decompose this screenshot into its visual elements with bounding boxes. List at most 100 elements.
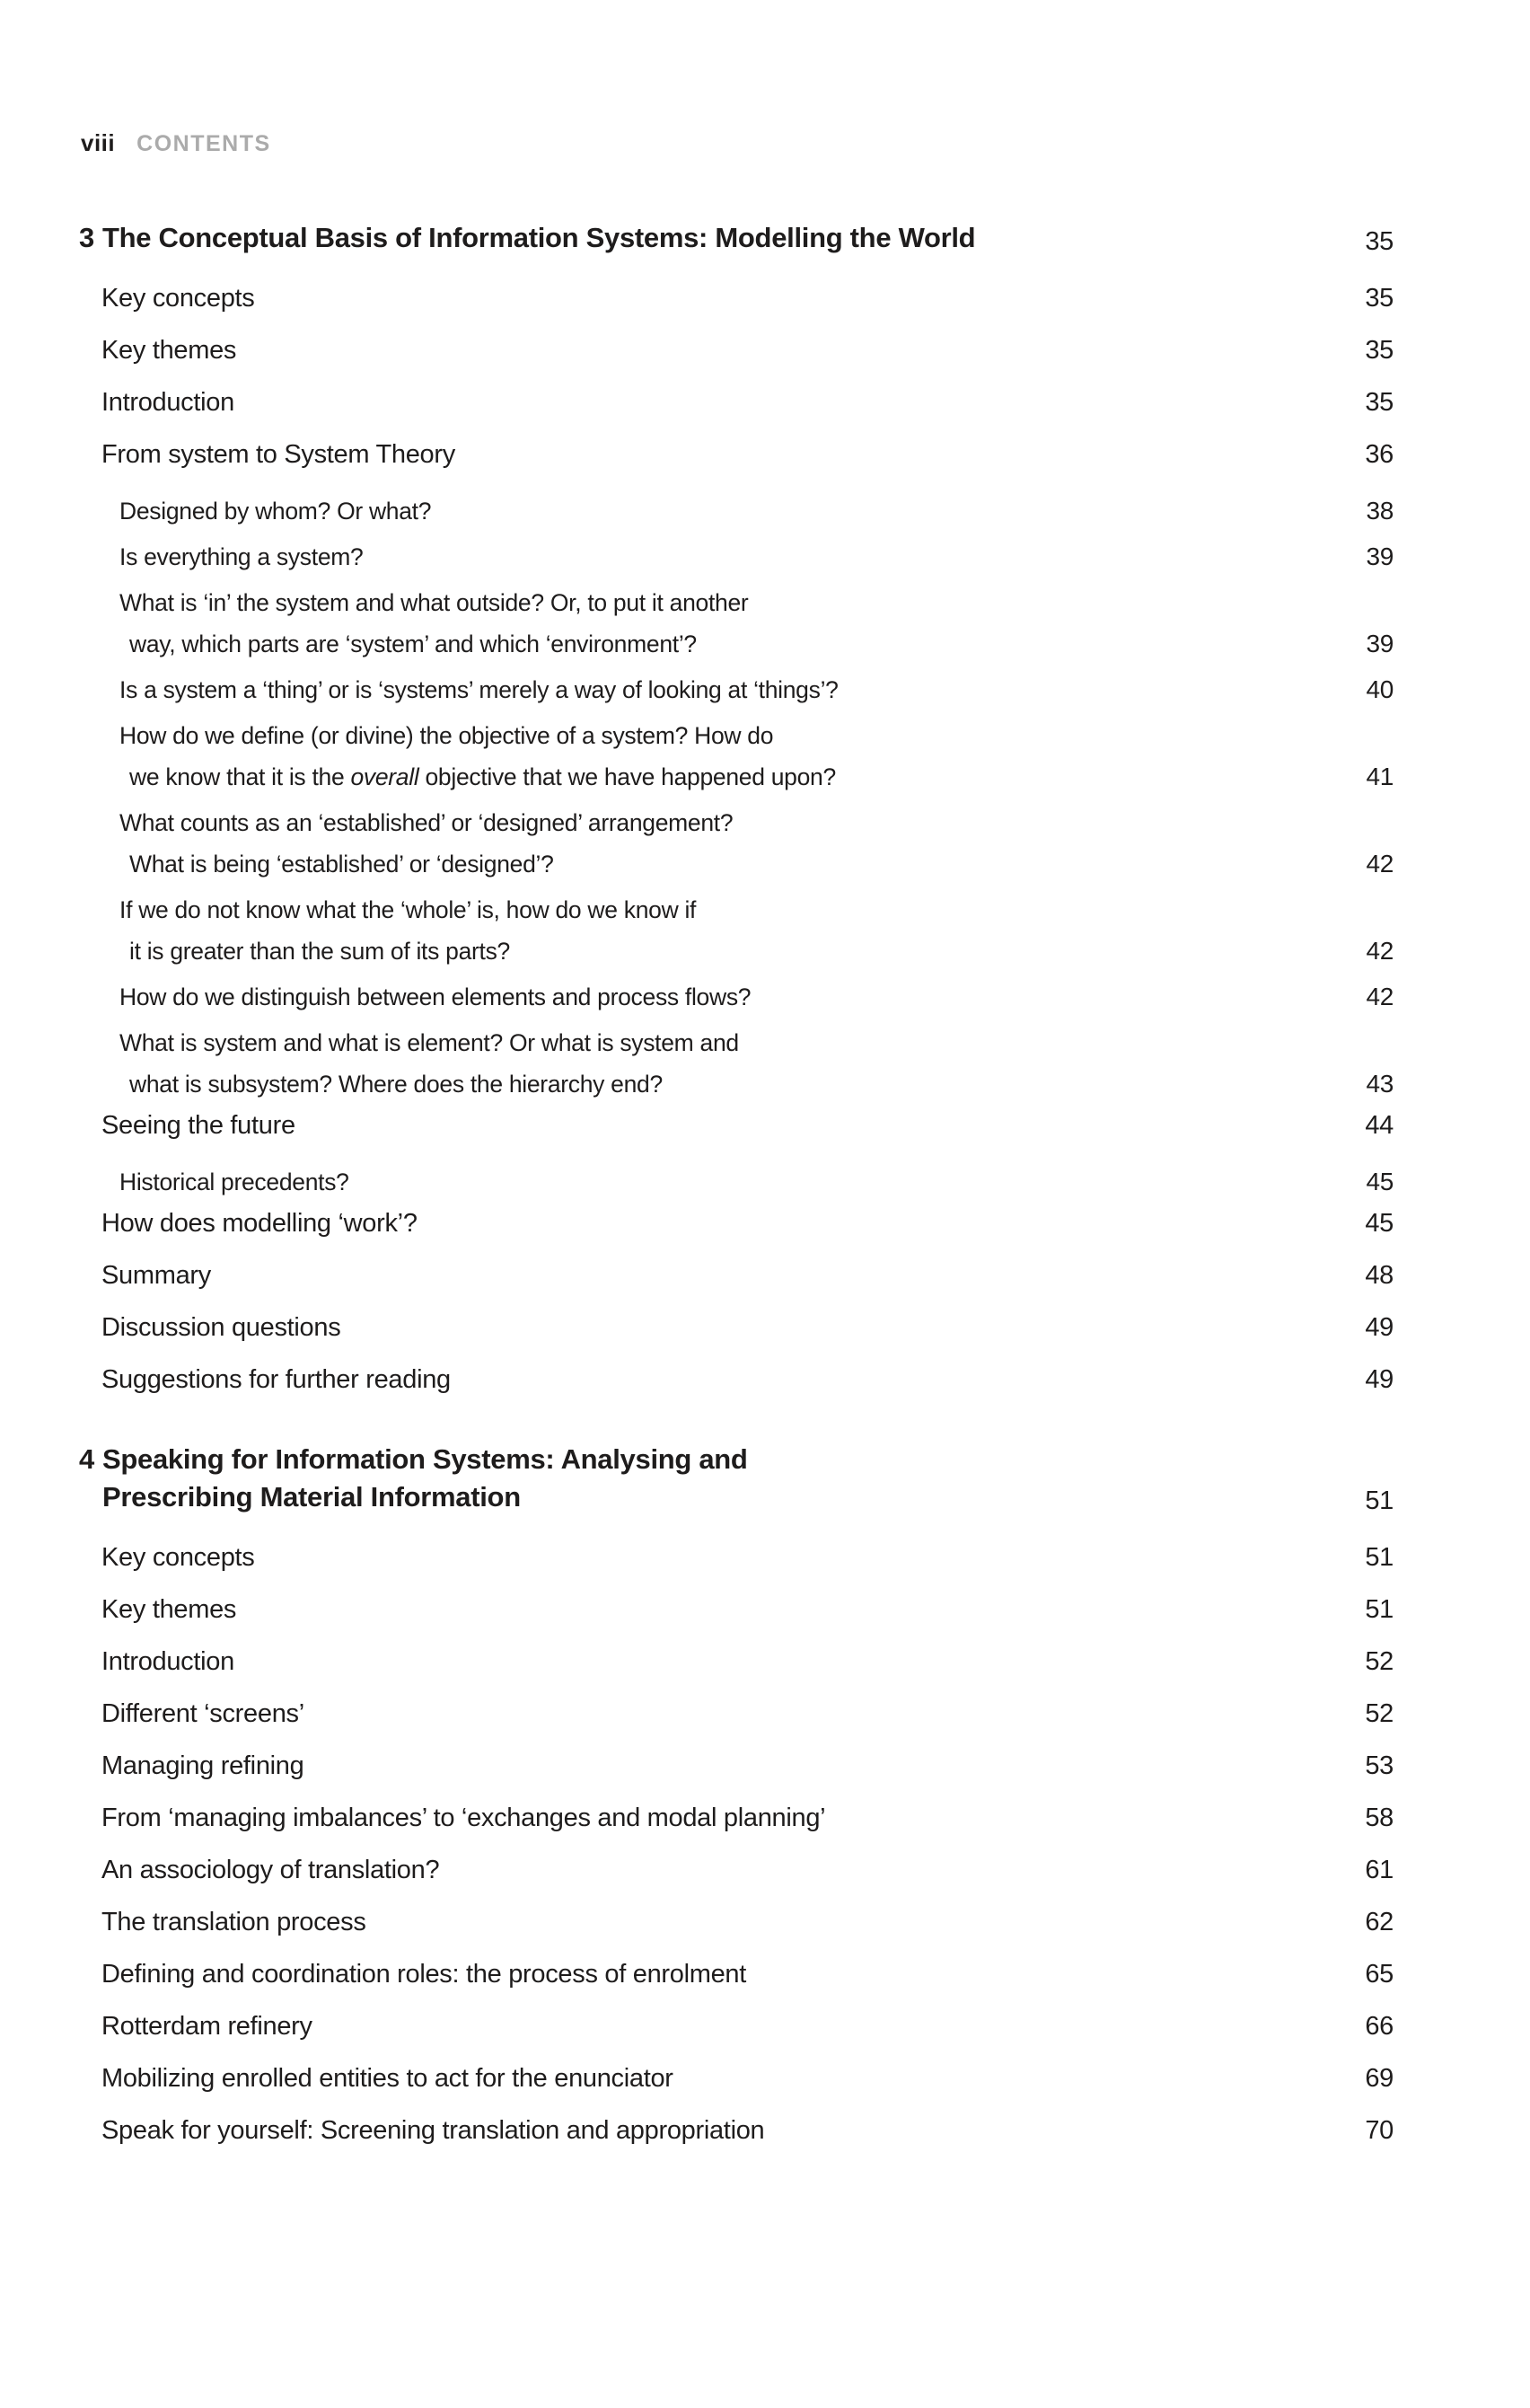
toc-entry-line: How do we define (or divine) the objecti…: [119, 722, 774, 749]
chapter-number: 4: [79, 1443, 94, 1475]
toc-entry-line: Different ‘screens’: [101, 1699, 304, 1728]
toc-entry-text: How does modelling ‘work’?: [101, 1207, 1365, 1239]
toc-entry: An associology of translation? 61: [79, 1854, 1394, 1886]
toc-entry-line: Summary: [101, 1261, 211, 1290]
toc-entry-text: Mobilizing enrolled entities to act for …: [101, 2062, 1365, 2095]
toc-entry: Designed by whom? Or what? 38: [79, 490, 1394, 532]
toc-entry-text: Key concepts: [101, 282, 1365, 314]
toc-entry-line: What is being ‘established’ or ‘designed…: [129, 851, 554, 878]
toc-entry-line: Mobilizing enrolled entities to act for …: [101, 2064, 673, 2093]
toc-entry-line: What is ‘in’ the system and what outside…: [119, 589, 749, 616]
toc-entry-line: Designed by whom? Or what?: [119, 498, 432, 525]
toc-entry: Speak for yourself: Screening translatio…: [79, 2114, 1394, 2147]
toc-entry-line: An associology of translation?: [101, 1856, 440, 1884]
toc-entry-text: An associology of translation?: [101, 1854, 1365, 1886]
toc-entry: Managing refining 53: [79, 1750, 1394, 1782]
folio-page-number: viii: [81, 129, 116, 156]
toc-entry-page-number: 62: [1365, 1908, 1394, 1936]
toc-entry-line: Key themes: [101, 1595, 237, 1624]
toc-entry-line: Seeing the future: [101, 1111, 295, 1140]
chapter-heading: 3 The Conceptual Basis of Information Sys…: [79, 219, 1394, 257]
chapter-page-number: 51: [1365, 1486, 1394, 1515]
toc-entry: Rotterdam refinery 66: [79, 2010, 1394, 2042]
toc-entry-line: way, which parts are ‘system’ and which …: [129, 631, 697, 657]
toc-entry-page-number: 35: [1365, 284, 1394, 313]
toc-entry-page-number: 44: [1365, 1111, 1394, 1140]
toc-entry-line: we know that it is the overall objective…: [129, 756, 1366, 798]
toc-entry: Introduction 35: [79, 386, 1394, 419]
toc-entry-page-number: 39: [1366, 630, 1394, 657]
toc-entry-page-number: 40: [1366, 675, 1394, 703]
toc-list: 3 The Conceptual Basis of Information Sys…: [79, 219, 1394, 2166]
toc-entry-page-number: 42: [1366, 937, 1394, 965]
toc-entry: How do we distinguish between elements a…: [79, 976, 1394, 1018]
toc-entry-line: Defining and coordination roles: the pro…: [101, 1960, 746, 1989]
toc-entry-page-number: 38: [1366, 497, 1394, 525]
toc-entry-page-number: 58: [1365, 1804, 1394, 1832]
toc-entry-text: Key themes: [101, 1593, 1365, 1626]
toc-entry: Discussion questions 49: [79, 1311, 1394, 1344]
toc-entry-text: How do we distinguish between elements a…: [119, 976, 1366, 1018]
toc-entry-text: Different ‘screens’: [101, 1698, 1365, 1730]
toc-entry-line: Key concepts: [101, 1543, 255, 1572]
toc-entry: Key themes 51: [79, 1593, 1394, 1626]
toc-entry: Historical precedents? 45: [79, 1161, 1394, 1203]
chapter-title-line: The Conceptual Basis of Information Syst…: [102, 222, 976, 253]
toc-entry-page-number: 69: [1365, 2064, 1394, 2093]
toc-entry-line: Managing refining: [101, 1751, 304, 1780]
toc-entry-line: Discussion questions: [101, 1313, 341, 1342]
toc-entry-text: From ‘managing imbalances’ to ‘exchanges…: [101, 1802, 1365, 1834]
toc-entry: How do we define (or divine) the objecti…: [79, 715, 1394, 798]
toc-entry-page-number: 45: [1366, 1168, 1394, 1195]
toc-entry-text: Key concepts: [101, 1541, 1365, 1574]
toc-entry-text: Introduction: [101, 1645, 1365, 1678]
toc-entry-text: Rotterdam refinery: [101, 2010, 1365, 2042]
toc-entry-page-number: 51: [1365, 1543, 1394, 1572]
toc-entry: Is everything a system? 39: [79, 536, 1394, 578]
toc-entry-page-number: 66: [1365, 2012, 1394, 2041]
chapter-number: 3: [79, 222, 94, 253]
toc-entry-page-number: 42: [1366, 983, 1394, 1010]
chapter-heading: 4 Speaking for Information Systems: Analy…: [79, 1441, 1394, 1516]
toc-entry-line: How do we distinguish between elements a…: [119, 983, 752, 1010]
running-head: CONTENTS: [136, 131, 271, 156]
toc-entry: What counts as an ‘established’ or ‘desi…: [79, 802, 1394, 885]
toc-entry-text: What is ‘in’ the system and what outside…: [119, 582, 1366, 665]
toc-entry-line: What counts as an ‘established’ or ‘desi…: [119, 809, 734, 836]
toc-entry-text: Historical precedents?: [119, 1161, 1366, 1203]
chapter-block: 3 The Conceptual Basis of Information Sys…: [79, 219, 1394, 1396]
toc-entry: Key concepts 35: [79, 282, 1394, 314]
toc-entry-page-number: 39: [1366, 542, 1394, 570]
toc-entry-line: Is a system a ‘thing’ or is ‘systems’ me…: [119, 676, 839, 703]
toc-entry: The translation process 62: [79, 1906, 1394, 1938]
chapter-title: Speaking for Information Systems: Analys…: [102, 1441, 1365, 1516]
toc-entry-segment-italic: overall: [350, 763, 419, 790]
toc-entry-text: Defining and coordination roles: the pro…: [101, 1958, 1365, 1990]
toc-entry-page-number: 45: [1365, 1209, 1394, 1238]
toc-entry: Mobilizing enrolled entities to act for …: [79, 2062, 1394, 2095]
toc-entry-text: Introduction: [101, 386, 1365, 419]
toc-entry-page-number: 53: [1365, 1751, 1394, 1780]
toc-entry-line: The translation process: [101, 1908, 366, 1936]
toc-entry-line: Key themes: [101, 336, 237, 365]
chapter-block: 4 Speaking for Information Systems: Analy…: [79, 1441, 1394, 2147]
toc-entry-page-number: 36: [1365, 440, 1394, 469]
toc-entry-line: What is system and what is element? Or w…: [119, 1029, 739, 1056]
toc-entry-page-number: 49: [1365, 1313, 1394, 1342]
toc-entry-line: it is greater than the sum of its parts?: [129, 938, 510, 965]
toc-entry: Summary 48: [79, 1259, 1394, 1292]
toc-entry: Key concepts 51: [79, 1541, 1394, 1574]
toc-entry-line: Key concepts: [101, 284, 255, 313]
toc-entry-text: Is everything a system?: [119, 536, 1366, 578]
toc-entry-text: Managing refining: [101, 1750, 1365, 1782]
toc-entry-text: Discussion questions: [101, 1311, 1365, 1344]
toc-entry-line: If we do not know what the ‘whole’ is, h…: [119, 896, 697, 923]
toc-entry-page-number: 65: [1365, 1960, 1394, 1989]
toc-entry-text: Key themes: [101, 334, 1365, 366]
chapter-page-number: 35: [1365, 227, 1394, 256]
toc-entry: Is a system a ‘thing’ or is ‘systems’ me…: [79, 669, 1394, 710]
toc-entry-page-number: 43: [1366, 1070, 1394, 1098]
toc-entry-page-number: 41: [1366, 763, 1394, 790]
toc-entry-text: Is a system a ‘thing’ or is ‘systems’ me…: [119, 669, 1366, 710]
toc-entry: Seeing the future 44: [79, 1109, 1394, 1142]
